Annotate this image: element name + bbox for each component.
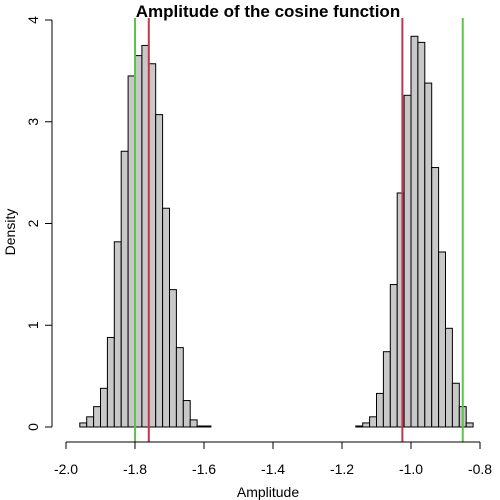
histogram-bar bbox=[93, 406, 101, 428]
histogram-bar bbox=[162, 207, 171, 428]
histogram-bar bbox=[113, 241, 122, 428]
histogram-bar bbox=[424, 82, 433, 428]
y-tick-label: 4 bbox=[25, 16, 41, 24]
histogram-bar bbox=[451, 382, 460, 428]
histogram-bar bbox=[431, 167, 440, 428]
histogram-bar bbox=[127, 75, 136, 428]
histogram-bar bbox=[155, 114, 164, 428]
y-tick-label: 1 bbox=[25, 321, 41, 329]
x-tick-label: -1.2 bbox=[330, 461, 354, 477]
histogram-bar bbox=[438, 251, 447, 428]
y-axis: 0 1 2 3 4 bbox=[25, 16, 53, 431]
histogram-bar bbox=[120, 150, 129, 428]
y-tick-label: 0 bbox=[25, 423, 41, 431]
y-tick-label: 2 bbox=[25, 219, 41, 227]
y-axis-label: Density bbox=[2, 209, 18, 256]
histogram-bar bbox=[100, 387, 108, 428]
histogram-bar bbox=[141, 44, 150, 428]
histogram-bar bbox=[369, 416, 378, 428]
histogram-bar bbox=[86, 416, 95, 428]
y-tick-label: 3 bbox=[25, 118, 41, 126]
histogram-bar bbox=[79, 422, 88, 428]
histogram-bar bbox=[382, 351, 391, 428]
histogram-bars bbox=[79, 35, 474, 428]
reference-lines bbox=[134, 18, 464, 442]
histogram-bar bbox=[106, 336, 115, 428]
histogram-bar bbox=[417, 41, 426, 428]
histogram-bar bbox=[445, 327, 453, 428]
histogram-bar bbox=[465, 422, 474, 428]
chart-title: Amplitude of the cosine function bbox=[136, 2, 400, 21]
x-tick-label: -1.6 bbox=[192, 461, 216, 477]
histogram-bar bbox=[362, 422, 371, 428]
x-tick-label: -0.8 bbox=[468, 461, 492, 477]
histogram-bar bbox=[189, 419, 198, 428]
x-tick-label: -2.0 bbox=[54, 461, 78, 477]
histogram-bar bbox=[134, 55, 143, 428]
x-tick-label: -1.4 bbox=[261, 461, 285, 477]
histogram-bar bbox=[196, 425, 205, 428]
x-tick-label: -1.0 bbox=[399, 461, 423, 477]
histogram-bar bbox=[355, 425, 364, 428]
x-axis-label: Amplitude bbox=[237, 484, 299, 500]
histogram-bar bbox=[148, 63, 157, 428]
x-axis: -2.0 -1.8 -1.6 -1.4 -1.2 -1.0 -0.8 bbox=[54, 441, 492, 477]
histogram-bar bbox=[169, 289, 177, 428]
histogram-bar bbox=[203, 425, 212, 428]
x-tick-label: -1.8 bbox=[123, 461, 147, 477]
histogram-bar bbox=[403, 94, 412, 428]
histogram-bar bbox=[410, 35, 419, 428]
histogram-bar bbox=[175, 347, 184, 428]
histogram-bar bbox=[389, 284, 398, 428]
histogram-bar bbox=[376, 392, 384, 428]
histogram-bar bbox=[182, 400, 191, 428]
